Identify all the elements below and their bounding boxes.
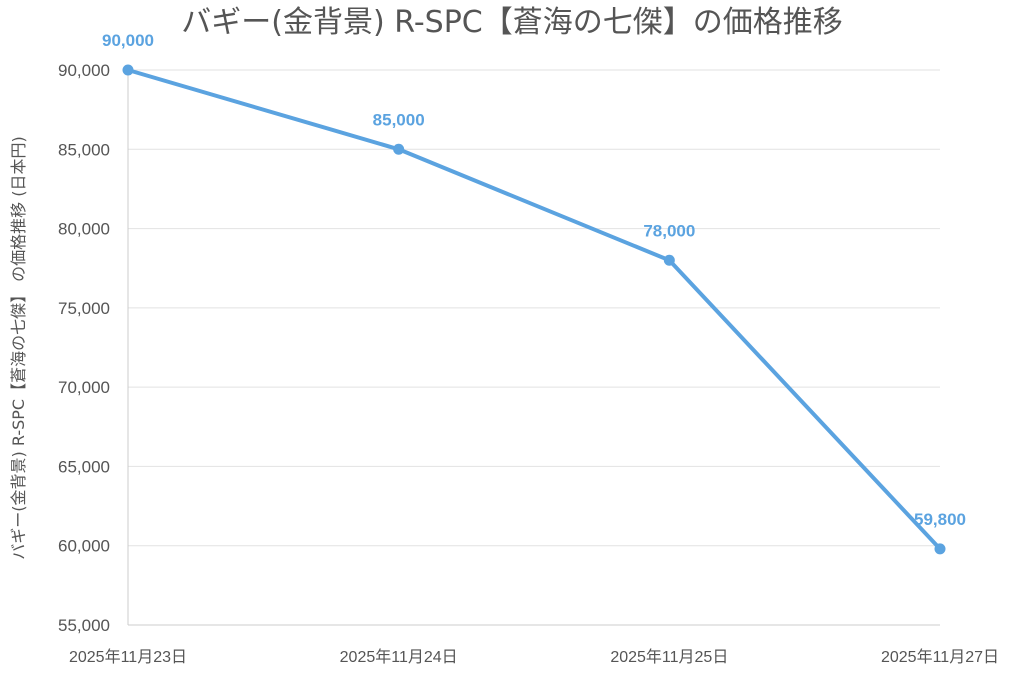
data-label: 90,000 xyxy=(102,31,154,50)
data-label: 59,800 xyxy=(914,510,966,529)
y-tick-label: 90,000 xyxy=(58,61,110,80)
x-tick-label: 2025年11月25日 xyxy=(610,648,728,666)
x-tick-labels: 2025年11月23日 2025年11月24日 2025年11月25日 2025年11… xyxy=(69,648,999,666)
y-axis-label: バギー(金背景) R-SPC【蒼海の七傑】 の価格推移 (日本円) xyxy=(9,136,28,559)
gridlines xyxy=(127,69,940,626)
data-point xyxy=(663,254,675,266)
y-tick-label: 65,000 xyxy=(58,457,110,476)
y-tick-label: 80,000 xyxy=(58,220,110,239)
y-tick-label: 55,000 xyxy=(58,616,110,635)
chart-title: バギー(金背景) R-SPC【蒼海の七傑】の価格推移 xyxy=(181,5,842,40)
y-tick-label: 70,000 xyxy=(58,378,110,397)
y-tick-label: 75,000 xyxy=(58,299,110,318)
y-tick-label: 60,000 xyxy=(58,537,110,556)
series-line xyxy=(126,68,942,551)
y-tick-label: 85,000 xyxy=(58,140,110,159)
data-label: 78,000 xyxy=(643,221,695,240)
x-tick-label: 2025年11月27日 xyxy=(881,648,999,666)
data-point xyxy=(122,64,134,76)
data-point xyxy=(393,143,405,155)
data-point xyxy=(934,543,946,555)
x-tick-label: 2025年11月23日 xyxy=(69,648,187,666)
data-label: 85,000 xyxy=(373,110,425,129)
data-labels: 90,000 85,000 78,000 59,800 xyxy=(102,31,966,529)
y-tick-labels: 90,000 85,000 80,000 75,000 70,000 65,000 60,0… xyxy=(58,61,110,635)
x-tick-label: 2025年11月24日 xyxy=(340,648,458,666)
series xyxy=(122,64,946,555)
